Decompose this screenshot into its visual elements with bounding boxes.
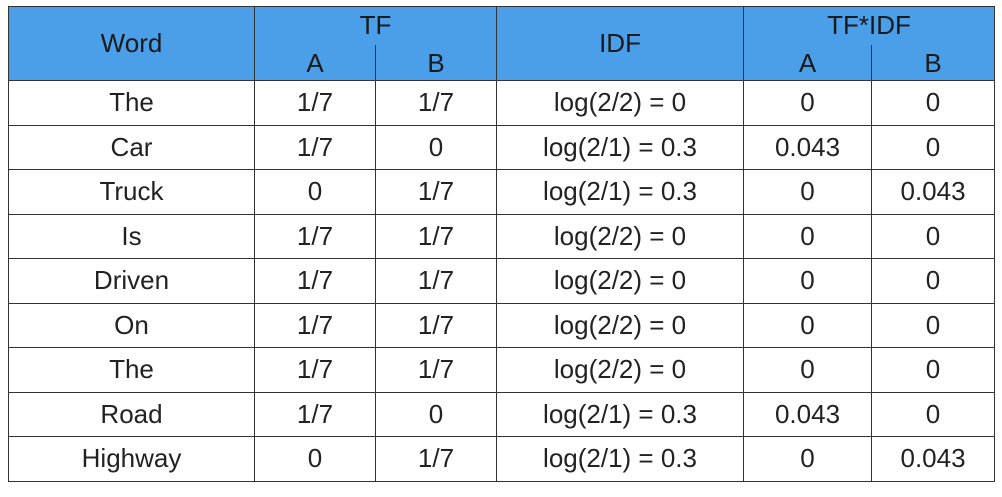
cell-tf-a: 1/7	[254, 213, 376, 259]
header-tf-a: A	[254, 44, 376, 81]
cell-tfidf-b: 0	[871, 124, 996, 170]
tfidf-table: Word TF IDF TF*IDF A B A B The 1/7 1/7 log(…	[8, 6, 996, 482]
cell-word: Is	[8, 213, 255, 259]
cell-tf-a: 1/7	[254, 80, 376, 126]
cell-tf-b: 1/7	[374, 258, 498, 304]
table-header: Word TF IDF TF*IDF A B A B	[8, 6, 996, 81]
cell-tfidf-a: 0	[743, 213, 873, 259]
cell-tf-a: 1/7	[254, 391, 376, 437]
cell-word: The	[8, 347, 255, 393]
cell-idf: log(2/2) = 0	[496, 258, 745, 304]
cell-tf-b: 1/7	[374, 436, 498, 482]
cell-tfidf-a: 0	[743, 302, 873, 348]
cell-tfidf-a: 0	[743, 169, 873, 215]
cell-tf-a: 1/7	[254, 124, 376, 170]
cell-tfidf-b: 0	[871, 258, 996, 304]
cell-tf-b: 0	[374, 124, 498, 170]
cell-tfidf-b: 0.043	[871, 169, 996, 215]
cell-tfidf-b: 0	[871, 391, 996, 437]
cell-tfidf-a: 0.043	[743, 391, 873, 437]
cell-word: Highway	[8, 436, 255, 482]
cell-tf-a: 1/7	[254, 258, 376, 304]
cell-tf-b: 0	[374, 391, 498, 437]
table-row: Car 1/7 0 log(2/1) = 0.3 0.043 0	[8, 124, 996, 170]
cell-idf: log(2/1) = 0.3	[496, 124, 745, 170]
cell-tfidf-b: 0	[871, 302, 996, 348]
header-word: Word	[8, 6, 255, 81]
cell-word: Car	[8, 124, 255, 170]
header-tfidf: TF*IDF	[743, 6, 996, 45]
cell-tfidf-a: 0	[743, 80, 873, 126]
cell-tfidf-a: 0	[743, 436, 873, 482]
cell-tfidf-b: 0	[871, 80, 996, 126]
header-tf: TF	[253, 6, 498, 45]
cell-tfidf-a: 0	[743, 347, 873, 393]
header-idf: IDF	[496, 6, 745, 81]
table-row: Highway 0 1/7 log(2/1) = 0.3 0 0.043	[8, 436, 996, 482]
cell-idf: log(2/1) = 0.3	[496, 436, 745, 482]
cell-tf-b: 1/7	[374, 213, 498, 259]
cell-idf: log(2/1) = 0.3	[496, 391, 745, 437]
cell-idf: log(2/2) = 0	[496, 213, 745, 259]
table-body: The 1/7 1/7 log(2/2) = 0 0 0 Car 1/7 0 log(2/1) =…	[8, 80, 996, 482]
cell-word: On	[8, 302, 255, 348]
cell-idf: log(2/1) = 0.3	[496, 169, 745, 215]
cell-tf-b: 1/7	[374, 80, 498, 126]
cell-tfidf-a: 0.043	[743, 124, 873, 170]
table-row: Truck 0 1/7 log(2/1) = 0.3 0 0.043	[8, 169, 996, 215]
cell-tfidf-a: 0	[743, 258, 873, 304]
cell-idf: log(2/2) = 0	[496, 80, 745, 126]
cell-idf: log(2/2) = 0	[496, 347, 745, 393]
cell-tfidf-b: 0	[871, 347, 996, 393]
cell-tfidf-b: 0	[871, 213, 996, 259]
cell-idf: log(2/2) = 0	[496, 302, 745, 348]
header-tfidf-b: B	[871, 44, 996, 81]
cell-word: Truck	[8, 169, 255, 215]
cell-tf-a: 0	[254, 436, 376, 482]
header-tfidf-a: A	[743, 44, 873, 81]
table-row: Road 1/7 0 log(2/1) = 0.3 0.043 0	[8, 391, 996, 437]
cell-tf-a: 1/7	[254, 347, 376, 393]
cell-word: Driven	[8, 258, 255, 304]
cell-word: Road	[8, 391, 255, 437]
cell-tf-a: 1/7	[254, 302, 376, 348]
cell-tf-b: 1/7	[374, 302, 498, 348]
header-tf-b: B	[374, 44, 498, 81]
cell-word: The	[8, 80, 255, 126]
cell-tfidf-b: 0.043	[871, 436, 996, 482]
cell-tf-b: 1/7	[374, 347, 498, 393]
cell-tf-a: 0	[254, 169, 376, 215]
cell-tf-b: 1/7	[374, 169, 498, 215]
